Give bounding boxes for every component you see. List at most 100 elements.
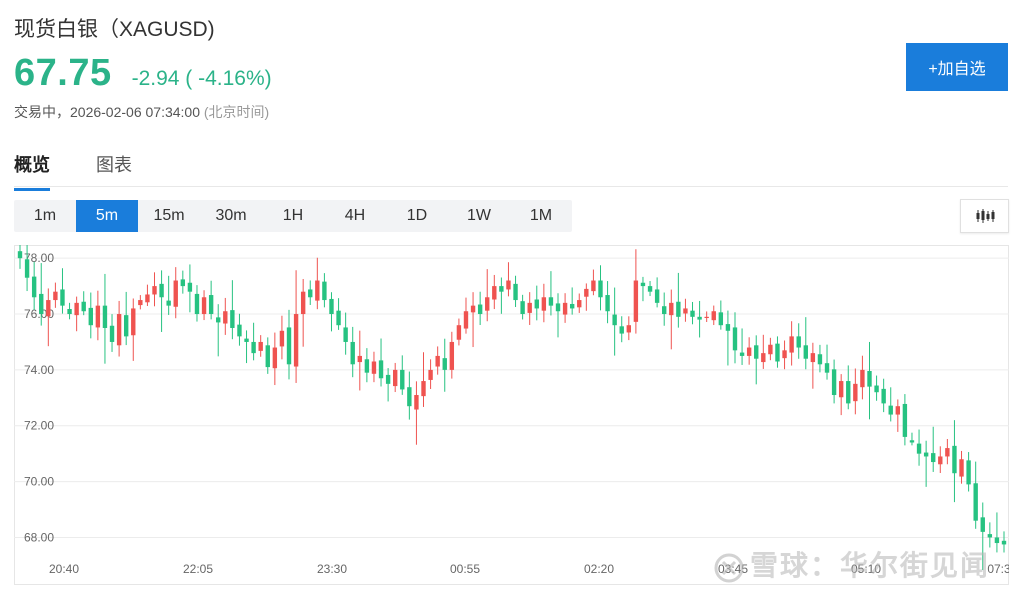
candle-body — [116, 314, 122, 346]
trading-status: 交易中，2026-02-06 07:34:00 (北京时间) — [14, 102, 269, 122]
candle-body — [499, 286, 504, 292]
price-chart[interactable]: 78.00 76.00 74.00 72.00 70.00 68.00 20:40 22:05… — [14, 245, 1009, 585]
candle-body — [272, 347, 278, 369]
x-tick-label: 22:05 — [183, 562, 213, 576]
candle-body — [959, 459, 964, 477]
candle-body — [817, 354, 823, 365]
candle-body — [407, 387, 412, 407]
candle-body — [329, 298, 334, 315]
candle-body — [88, 307, 93, 326]
candle-body — [442, 358, 447, 370]
candle-body — [308, 289, 313, 298]
candle-body — [485, 297, 490, 311]
candle-body — [591, 280, 596, 292]
candle-body — [173, 280, 178, 307]
candle-body — [513, 283, 518, 301]
candle-body — [952, 445, 957, 474]
chart-type-button[interactable] — [960, 199, 1009, 233]
candle-body — [300, 291, 306, 315]
y-tick-label: 74.00 — [24, 363, 54, 377]
candle-body — [322, 281, 327, 301]
candle-body — [789, 336, 794, 353]
period-1h[interactable]: 1H — [282, 207, 304, 224]
candle-body — [336, 310, 341, 326]
candle-body — [74, 302, 79, 316]
candle-body — [598, 280, 603, 298]
candle-body — [46, 300, 51, 317]
candle-body — [775, 343, 780, 362]
candle-body — [640, 282, 646, 287]
candle-body — [138, 300, 143, 306]
candle-body — [520, 301, 525, 315]
x-tick-label: 23:30 — [317, 562, 347, 576]
candle-body — [909, 440, 915, 443]
candle-body — [931, 453, 936, 463]
candle-body — [739, 352, 745, 356]
candle-body — [216, 317, 221, 323]
period-30m[interactable]: 30m — [215, 207, 247, 224]
candle-body — [803, 345, 808, 359]
candle-body — [973, 483, 978, 521]
candle-body — [676, 301, 681, 317]
tab-overview[interactable]: 概览 — [14, 151, 50, 191]
candle-body — [548, 297, 554, 306]
tab-chart[interactable]: 图表 — [96, 155, 132, 175]
candle-body — [378, 360, 384, 379]
candle-body — [704, 316, 709, 319]
x-tick-label: 20:40 — [49, 562, 79, 576]
candle-body — [824, 363, 830, 373]
candle-body — [796, 336, 801, 348]
candle-body — [145, 294, 150, 303]
period-1mo[interactable]: 1M — [529, 207, 553, 224]
candle-body — [414, 395, 419, 410]
candle-body — [987, 534, 993, 538]
candle-body — [555, 303, 561, 312]
candle-body — [237, 324, 242, 337]
period-15m[interactable]: 15m — [153, 207, 185, 224]
add-watchlist-button[interactable]: +加自选 — [906, 43, 1008, 91]
candle-body — [102, 305, 108, 328]
y-tick-label: 72.00 — [24, 419, 54, 433]
candle-body — [810, 353, 816, 363]
status-text: 交易中，2026-02-06 07:34:00 — [14, 104, 200, 120]
period-1d[interactable]: 1D — [406, 207, 428, 224]
candle-body — [966, 460, 971, 485]
candle-body — [895, 406, 901, 415]
candle-body — [697, 316, 702, 320]
candle-body — [67, 309, 72, 315]
candle-body — [392, 369, 398, 387]
y-tick-label: 78.00 — [24, 251, 54, 265]
candle-body — [152, 286, 157, 295]
candle-body — [343, 327, 348, 342]
candle-body — [39, 293, 44, 315]
candle-body — [123, 315, 129, 337]
candle-body — [456, 325, 462, 340]
page-title: 现货白银（XAGUSD) — [14, 18, 215, 41]
period-5m[interactable]: 5m — [76, 200, 138, 232]
candle-body — [258, 341, 263, 351]
candle-body — [435, 355, 440, 367]
candle-body — [208, 295, 214, 315]
period-4h[interactable]: 4H — [344, 207, 366, 224]
candle-body — [994, 537, 1000, 544]
candle-body — [194, 293, 200, 315]
candle-body — [492, 286, 497, 300]
candle-body — [711, 311, 716, 321]
candle-body — [385, 374, 391, 384]
period-1w[interactable]: 1W — [467, 207, 491, 224]
candle-body — [201, 297, 207, 315]
candle-body — [838, 381, 844, 398]
snowball-logo-icon — [714, 553, 744, 583]
candle-body — [669, 302, 674, 316]
candle-body — [761, 353, 766, 363]
candle-body — [364, 359, 370, 373]
candle-body — [371, 361, 377, 374]
candle-body — [902, 403, 908, 437]
candle-body — [633, 280, 639, 322]
candle-body — [732, 327, 738, 351]
candle-body — [881, 388, 886, 404]
period-1m[interactable]: 1m — [33, 207, 57, 224]
candle-body — [534, 299, 539, 309]
candle-body — [350, 341, 355, 365]
